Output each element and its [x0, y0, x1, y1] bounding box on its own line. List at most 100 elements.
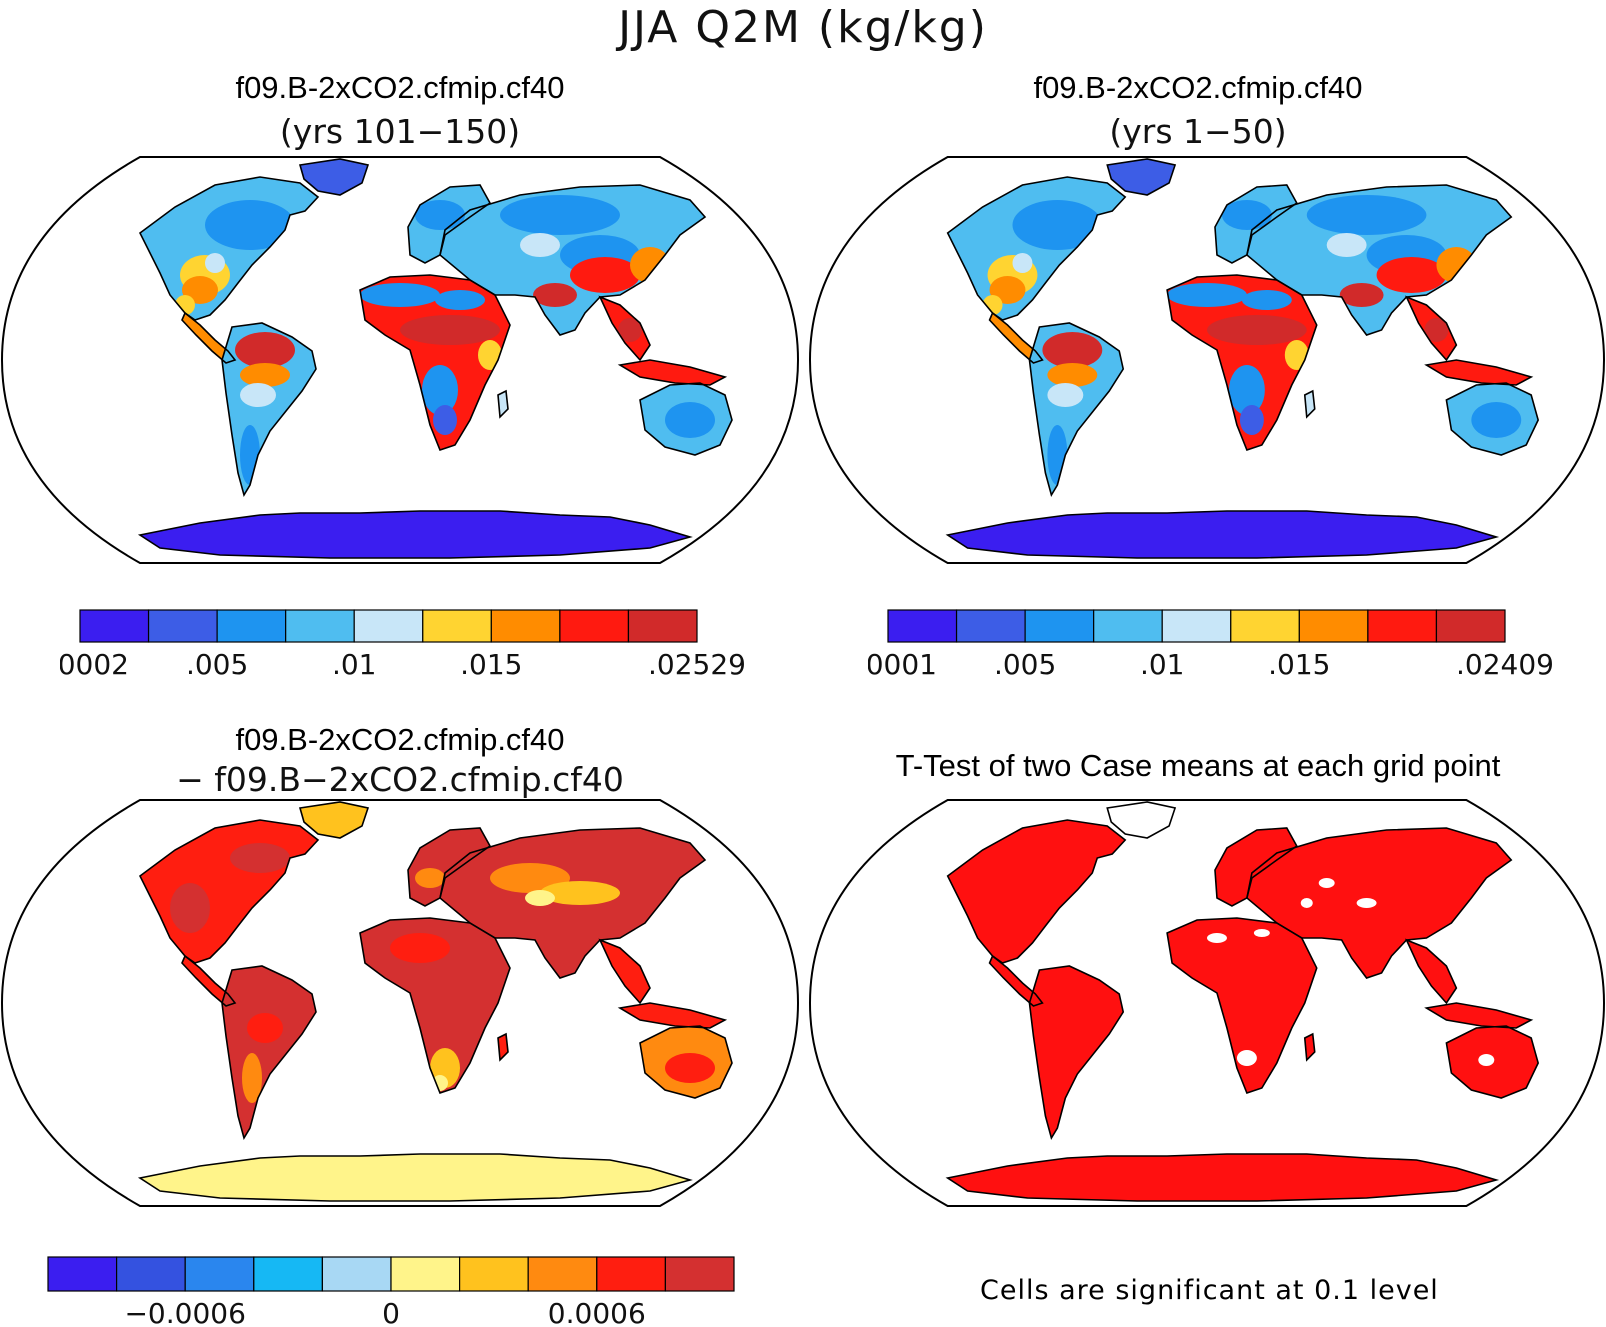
bottom-left-shade-africa: [390, 933, 450, 963]
top-left-land-centralAmerica: [182, 313, 235, 363]
top-right-coast-asia: [1246, 184, 1513, 336]
colorbar-box-6: [459, 1256, 529, 1292]
colorbar-tick-label-0: −0.0006: [124, 1297, 245, 1327]
panel-subtitle-top-right: (yrs 1−50): [1109, 112, 1287, 151]
top-left-coast-greenland: [298, 158, 370, 196]
top-left-map-border: [0, 156, 800, 564]
colorbar-box-2: [1024, 609, 1095, 643]
colorbar-box-2: [216, 609, 287, 643]
bottom-right-land-indochina: [1406, 940, 1457, 1003]
bottom-left-coast-indochina: [598, 938, 651, 1005]
top-left-shade-southAmerica: [240, 383, 276, 407]
colorbar-box-8: [627, 609, 698, 643]
panel-title-top-right: f09.B-2xCO2.cfmip.cf40: [1033, 70, 1363, 105]
top-right-land-greenland: [1107, 159, 1176, 195]
bottom-left-coast-southAmerica: [221, 965, 317, 1141]
colorbar-box-0: [887, 609, 958, 643]
colorbar-box-7: [1367, 609, 1438, 643]
bottom-left-shade-asia: [540, 881, 620, 905]
top-right-shade-europe: [1221, 200, 1272, 230]
colorbar-box-4: [1161, 609, 1232, 643]
colorbar-tick-label-3: .015: [1268, 648, 1330, 681]
top-left-coast-madagascar: [497, 389, 509, 419]
top-right-coast-antarctica: [945, 510, 1500, 559]
colorbar-box-0: [47, 1256, 118, 1292]
top-right-shade-northAmerica: [1012, 253, 1033, 273]
bottom-right-coast-europe: [1214, 827, 1298, 907]
top-left-shade-asia: [570, 257, 640, 293]
bottom-left-land-greenland: [300, 802, 368, 838]
colorbar-box-8: [596, 1256, 666, 1292]
colorbar-tick-label-4: .02409: [1456, 648, 1554, 681]
bottom-left-shade-northAmerica: [230, 843, 290, 873]
map-top-right: [808, 156, 1606, 564]
top-left-shade-asia: [520, 233, 560, 257]
bottom-right-land-europe: [1214, 828, 1297, 906]
bottom-right-land-greenland: [1107, 802, 1176, 838]
colorbar-box-1: [115, 1256, 186, 1292]
bottom-right-land-centralAmerica: [989, 956, 1043, 1006]
colorbar-box-2: [184, 1256, 255, 1292]
colorbar-box-6: [490, 609, 561, 643]
bottom-right-shade-africa: [1236, 1050, 1257, 1066]
bottom-left-map-border: [0, 799, 800, 1207]
bottom-right-land-indonesia: [1426, 1003, 1532, 1028]
bottom-left-coast-asia: [439, 827, 707, 979]
colorbar-box-3: [1093, 609, 1163, 643]
colorbar-tick-label-3: .015: [460, 648, 522, 681]
colorbar-box-6: [1298, 609, 1369, 643]
colorbar-box-4: [321, 1256, 392, 1292]
top-right-coast-africa: [1166, 274, 1318, 451]
top-right-land-indonesia: [1426, 360, 1532, 385]
top-left-shade-southAmerica: [240, 363, 290, 387]
top-left-coast-indonesia: [617, 359, 728, 386]
top-right-shade-southAmerica: [1042, 332, 1103, 368]
colorbar-tick-label-1: .005: [994, 648, 1056, 681]
bottom-right-coast-madagascar: [1303, 1032, 1316, 1062]
colorbar-box-3: [285, 609, 355, 643]
bottom-left-shade-northAmerica: [170, 883, 210, 933]
top-left-coast-australia: [639, 382, 733, 456]
top-left-coast-africa: [359, 274, 511, 451]
top-right-shade-northAmerica: [989, 276, 1026, 304]
top-right-coast-greenland: [1106, 158, 1177, 196]
figure-title: JJA Q2M (kg/kg): [618, 2, 988, 53]
bottom-right-coast-australia: [1445, 1025, 1540, 1099]
colorbar-box-7: [559, 609, 630, 643]
top-right-shade-asia: [1306, 195, 1427, 235]
colorbar-tick-label-2: .01: [332, 648, 377, 681]
bottom-right-shade-asia: [1300, 898, 1313, 908]
top-right-shade-southAmerica: [1047, 383, 1084, 407]
colorbar-tick-label-0: .00002: [60, 648, 129, 681]
colorbar-tick-label-2: 0.0006: [548, 1297, 646, 1327]
colorbar-top-left: .00002 .005 .01 .015 .02529: [60, 609, 746, 681]
map-bottom-left: [0, 799, 800, 1207]
colorbar-tick-label-1: 0: [382, 1297, 400, 1327]
bottom-left-shade-southAmerica: [247, 1013, 283, 1043]
top-right-coast-centralAmerica: [988, 311, 1044, 364]
top-right-shade-africa: [1167, 283, 1247, 307]
bottom-left-coast-africa: [359, 917, 511, 1094]
top-right-land-antarctica: [947, 511, 1497, 558]
colorbar-bottom-left: −0.0006 0 0.0006: [47, 1256, 735, 1327]
top-left-shade-asia: [500, 195, 620, 235]
top-right-coast-southAmerica: [1028, 322, 1125, 498]
top-left-shade-southAmerica: [235, 332, 295, 368]
bottom-left-shade-australia: [665, 1053, 715, 1083]
bottom-left-coast-northAmerica: [138, 819, 320, 964]
colorbar-box-5: [1230, 609, 1300, 643]
bottom-right-coast-africa: [1166, 917, 1318, 1094]
top-left-coast-northAmerica: [138, 176, 320, 321]
bottom-right-map-border: [808, 799, 1606, 1207]
top-right-coast-northAmerica: [946, 176, 1127, 321]
top-right-shade-southAmerica: [1047, 363, 1098, 387]
top-left-coast-indochina: [598, 295, 651, 362]
colorbar-box-0: [79, 609, 150, 643]
top-left-shade-indochina: [618, 318, 642, 342]
top-left-coast-antarctica: [137, 510, 693, 559]
bottom-right-land-antarctica: [947, 1154, 1497, 1201]
colorbar-box-1: [955, 609, 1026, 643]
panel-title-bottom-left: f09.B-2xCO2.cfmip.cf40: [235, 722, 565, 757]
bottom-right-shade-australia: [1478, 1054, 1495, 1066]
top-left-coast-europe: [407, 184, 492, 264]
